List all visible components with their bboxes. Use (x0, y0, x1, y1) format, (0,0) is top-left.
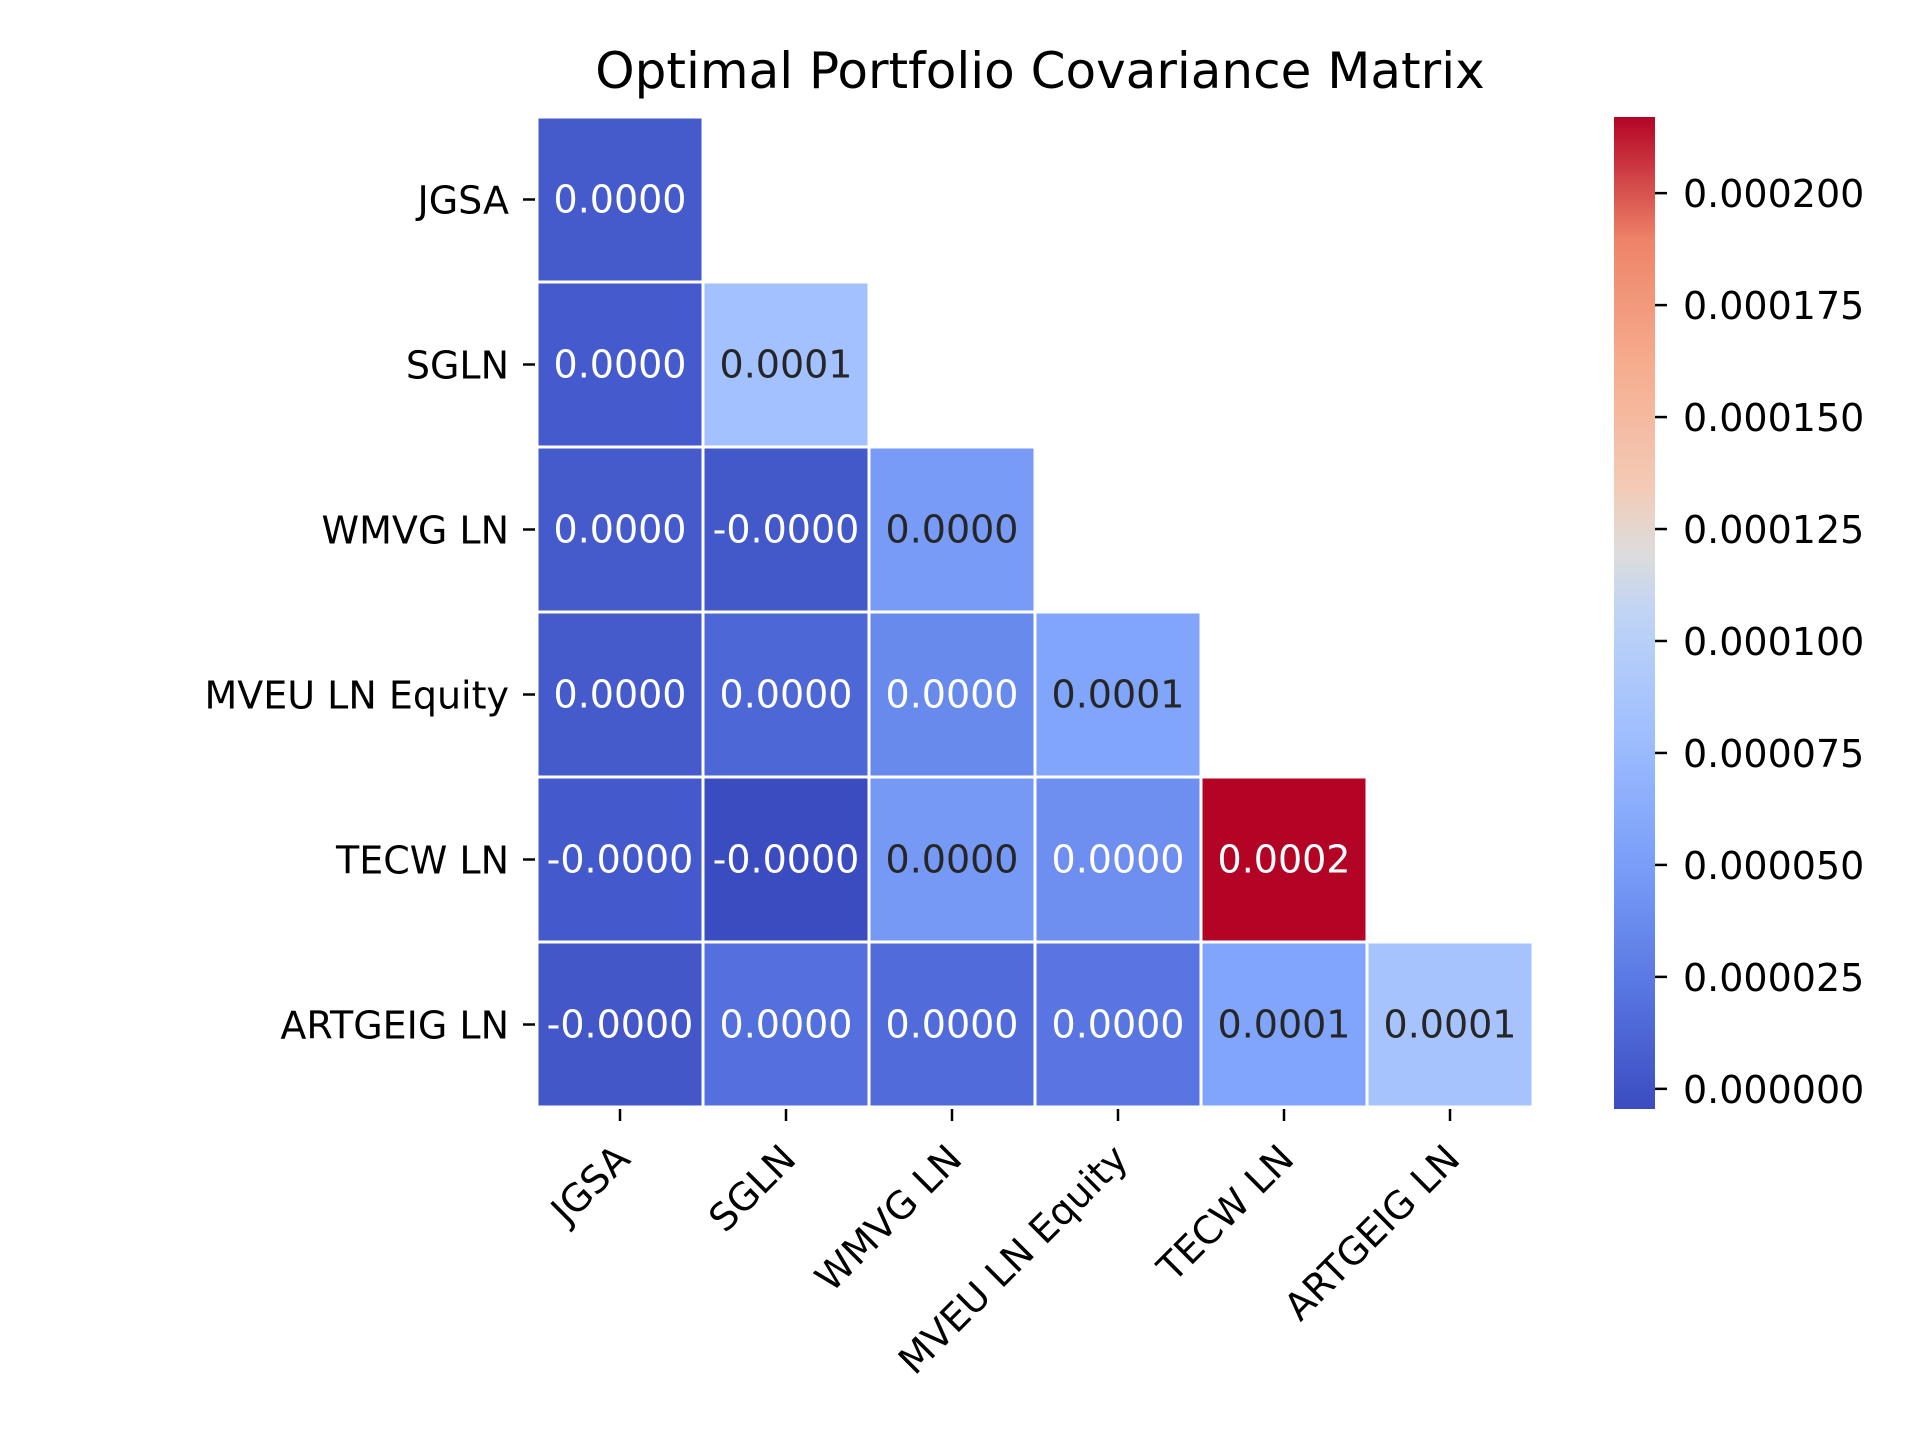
x-tick-label: WMVG LN (807, 1136, 971, 1300)
heatmap-cell (1033, 940, 1203, 1109)
colorbar-axis: 0.000000 0.000025 0.000050 0.000075 0.000100… (1655, 172, 1864, 1112)
colorbar-tick-label: 0.000125 (1683, 508, 1864, 552)
cell-value-label: 0.0000 (1052, 1003, 1185, 1047)
heatmap-cell (1199, 940, 1369, 1109)
y-tick-label: MVEU LN Equity (204, 674, 509, 718)
colorbar (1614, 117, 1655, 1109)
heatmap-cell (701, 775, 871, 944)
colorbar-tick-label: 0.000000 (1683, 1068, 1864, 1112)
cell-value-label: 0.0002 (1218, 838, 1351, 882)
heatmap-cell (535, 280, 705, 449)
cell-value-label: 0.0000 (886, 838, 1019, 882)
cell-value-label: 0.0000 (554, 508, 687, 552)
heatmap-cells: 0.0000 0.0000 0.0001 0.0000 -0.0000 0.0000 0.0… (535, 115, 1535, 1109)
y-tick-label: TECW LN (335, 839, 509, 883)
x-tick-label: SGLN (700, 1136, 804, 1240)
y-tick-label: JGSA (416, 179, 509, 223)
cell-value-label: 0.0000 (886, 673, 1019, 717)
heatmap-cell (701, 940, 871, 1109)
heatmap-cell (867, 940, 1037, 1109)
heatmap-cell (701, 280, 871, 449)
x-tick-label: ARTGEIG LN (1276, 1136, 1469, 1329)
heatmap-cell (535, 115, 705, 284)
y-tick-label: SGLN (406, 344, 509, 388)
cell-value-label: 0.0000 (554, 673, 687, 717)
heatmap-cell (701, 610, 871, 779)
cell-value-label: -0.0000 (547, 838, 694, 882)
chart-title: Optimal Portfolio Covariance Matrix (595, 42, 1484, 100)
colorbar-tick-label: 0.000050 (1683, 844, 1864, 888)
colorbar-tick-label: 0.000200 (1683, 172, 1864, 216)
colorbar-tick-label: 0.000175 (1683, 284, 1864, 328)
x-tick-label: TECW LN (1148, 1136, 1302, 1290)
x-tick-label: JGSA (541, 1136, 638, 1233)
colorbar-tick-label: 0.000150 (1683, 396, 1864, 440)
cell-value-label: 0.0001 (1384, 1003, 1517, 1047)
y-tick-label: WMVG LN (322, 509, 509, 553)
cell-value-label: 0.0000 (1052, 838, 1185, 882)
heatmap-cell (1033, 775, 1203, 944)
cell-value-label: 0.0000 (554, 343, 687, 387)
heatmap-cell (1365, 940, 1535, 1109)
cell-value-label: -0.0000 (713, 508, 860, 552)
cell-value-label: 0.0000 (720, 1003, 853, 1047)
heatmap-cell (535, 940, 705, 1109)
y-tick-label: ARTGEIG LN (280, 1004, 509, 1048)
cell-value-label: 0.0000 (720, 673, 853, 717)
y-axis: JGSA SGLN WMVG LN MVEU LN Equity TECW LN ARTG… (204, 179, 535, 1048)
heatmap-cell (867, 445, 1037, 614)
colorbar-tick-label: 0.000075 (1683, 732, 1864, 776)
cell-value-label: -0.0000 (713, 838, 860, 882)
cell-value-label: 0.0001 (1218, 1003, 1351, 1047)
cell-value-label: -0.0000 (547, 1003, 694, 1047)
cell-value-label: 0.0001 (1052, 673, 1185, 717)
cell-value-label: 0.0000 (886, 1003, 1019, 1047)
colorbar-tick-label: 0.000025 (1683, 956, 1864, 1000)
cell-value-label: 0.0001 (720, 343, 853, 387)
cell-value-label: 0.0000 (886, 508, 1019, 552)
cell-value-label: 0.0000 (554, 178, 687, 222)
heatmap-cell (1033, 610, 1203, 779)
colorbar-tick-label: 0.000100 (1683, 620, 1864, 664)
